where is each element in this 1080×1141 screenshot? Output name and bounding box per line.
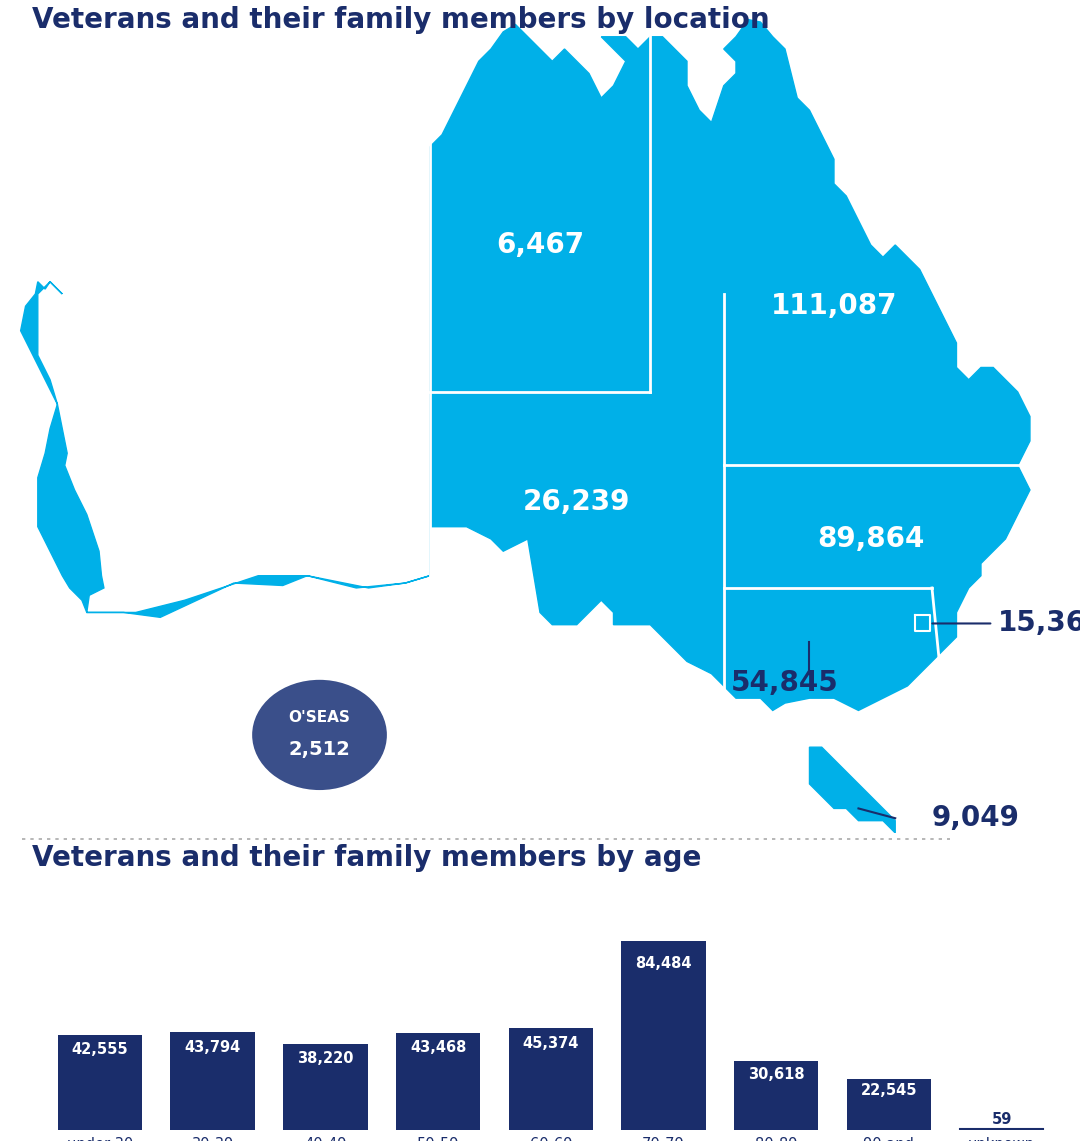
Bar (283, 1044, 367, 1130)
Text: 89,864: 89,864 (818, 525, 924, 553)
Text: 30,618: 30,618 (747, 1067, 805, 1082)
Text: 84,484: 84,484 (635, 956, 692, 971)
Bar (57, 1035, 143, 1130)
Text: 38,220: 38,220 (297, 1051, 353, 1066)
Polygon shape (810, 747, 895, 833)
Polygon shape (21, 19, 1030, 711)
Bar (621, 941, 705, 1130)
Text: 43,794: 43,794 (185, 1039, 241, 1054)
Text: O'SEAS: O'SEAS (288, 711, 350, 726)
Bar (396, 1033, 481, 1130)
Bar (171, 1031, 255, 1130)
Text: 59: 59 (991, 1112, 1012, 1127)
Ellipse shape (252, 680, 387, 790)
Text: 45,374: 45,374 (523, 1036, 579, 1051)
Bar (509, 1028, 593, 1130)
Text: 35,686: 35,686 (192, 378, 300, 406)
Text: 6,467: 6,467 (496, 230, 584, 259)
Text: 15,368: 15,368 (998, 609, 1080, 638)
Text: 42,555: 42,555 (71, 1042, 129, 1058)
Text: Veterans and their family members by location: Veterans and their family members by loc… (32, 6, 770, 34)
Text: 43,468: 43,468 (410, 1041, 467, 1055)
Bar (847, 1079, 931, 1130)
Bar (734, 1061, 819, 1130)
Text: 111,087: 111,087 (771, 292, 897, 321)
Text: 9,049: 9,049 (932, 804, 1020, 832)
Text: 54,845: 54,845 (731, 670, 839, 697)
Text: Veterans and their family members by age: Veterans and their family members by age (32, 844, 702, 873)
Text: 26,239: 26,239 (523, 488, 631, 516)
Text: 2,512: 2,512 (288, 741, 350, 759)
Text: 22,545: 22,545 (861, 1083, 917, 1099)
